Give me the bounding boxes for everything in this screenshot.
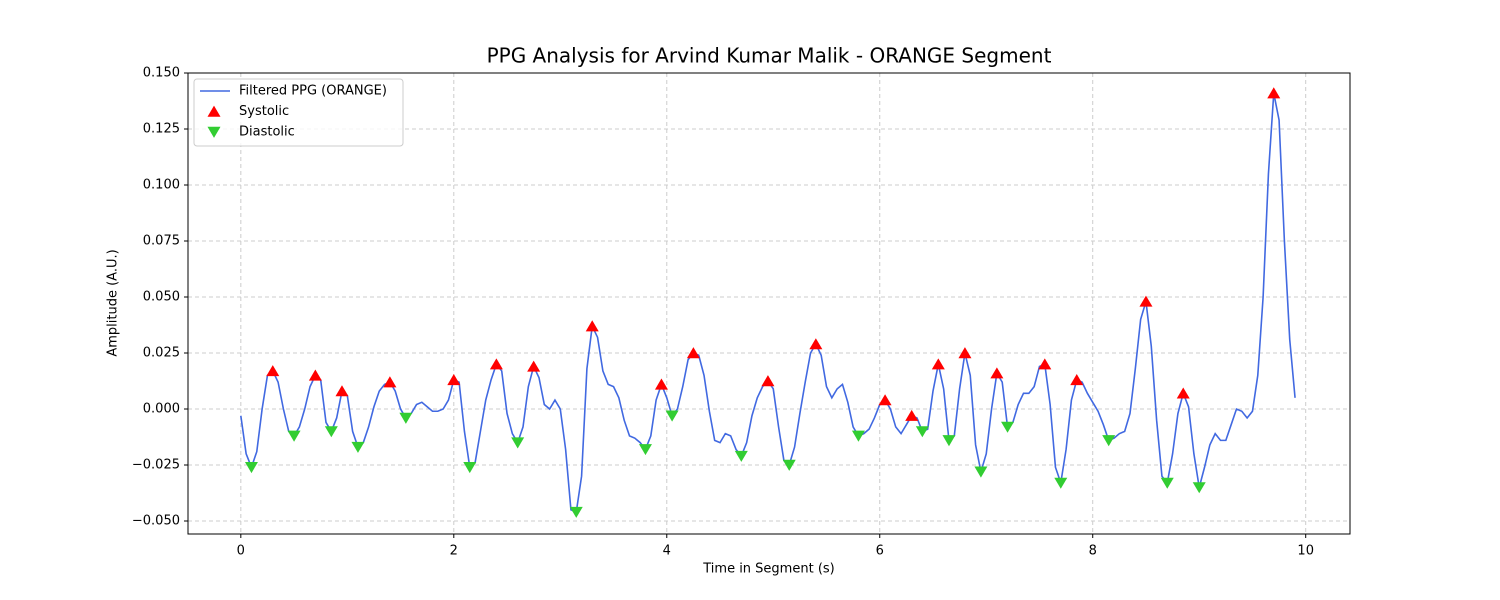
systolic-marker: [1038, 358, 1052, 370]
x-tick-label: 10: [1297, 544, 1314, 559]
systolic-marker: [990, 367, 1004, 379]
systolic-marker: [1176, 387, 1190, 399]
diastolic-marker: [1102, 435, 1116, 447]
x-tick-label: 6: [876, 544, 884, 559]
systolic-marker: [686, 347, 700, 359]
diastolic-marker: [1192, 482, 1206, 494]
legend: Filtered PPG (ORANGE) Systolic Diastolic: [193, 78, 404, 147]
systolic-marker: [1139, 295, 1153, 307]
y-axis-label: Amplitude (A.U.): [106, 249, 121, 356]
y-tick-label: −0.025: [132, 458, 180, 473]
diastolic-marker: [974, 466, 988, 478]
systolic-marker: [1070, 374, 1084, 386]
y-tick-label: 0.025: [143, 346, 180, 361]
systolic-marker: [585, 320, 599, 332]
diastolic-marker: [638, 444, 652, 456]
chart-title: PPG Analysis for Arvind Kumar Malik - OR…: [487, 44, 1052, 68]
y-tick-label: 0.000: [143, 402, 180, 417]
diastolic-marker: [782, 459, 796, 471]
systolic-marker: [958, 347, 972, 359]
systolic-marker: [654, 378, 668, 390]
systolic-marker: [489, 358, 503, 370]
diastolic-marker: [915, 426, 929, 438]
systolic-marker: [905, 409, 919, 421]
x-tick-label: 2: [450, 544, 458, 559]
y-tick-label: 0.100: [143, 178, 180, 193]
diastolic-marker: [569, 506, 583, 518]
plot-area: [240, 87, 1296, 518]
axes-frame: [187, 72, 1351, 535]
systolic-marker: [1267, 87, 1281, 99]
y-tick-label: 0.125: [143, 122, 180, 137]
diastolic-marker: [244, 462, 258, 474]
systolic-marker: [308, 369, 322, 381]
x-tick-label: 4: [663, 544, 671, 559]
x-axis-label: Time in Segment (s): [702, 562, 834, 577]
diastolic-marker: [665, 410, 679, 422]
y-tick-label: 0.050: [143, 290, 180, 305]
x-tick-label: 0: [237, 544, 245, 559]
x-tick-label: 8: [1089, 544, 1097, 559]
systolic-marker: [761, 375, 775, 387]
legend-label: Filtered PPG (ORANGE): [239, 84, 387, 99]
legend-box: [193, 78, 404, 147]
systolic-marker: [383, 376, 397, 388]
systolic-marker: [335, 385, 349, 397]
diastolic-marker: [1160, 477, 1174, 489]
diastolic-marker: [1001, 421, 1015, 433]
diastolic-marker: [734, 450, 748, 462]
y-tick-label: 0.075: [143, 234, 180, 249]
systolic-marker: [527, 360, 541, 372]
legend-label: Diastolic: [239, 125, 295, 140]
diastolic-marker: [351, 441, 365, 453]
systolic-marker: [878, 394, 892, 406]
diastolic-marker: [399, 412, 413, 424]
diastolic-marker: [851, 430, 865, 442]
y-tick-label: −0.050: [132, 514, 180, 529]
diastolic-marker: [287, 430, 301, 442]
legend-label: Systolic: [239, 104, 289, 119]
legend-swatch: [207, 126, 221, 138]
diastolic-marker: [1054, 477, 1068, 489]
systolic-marker: [809, 338, 823, 350]
systolic-marker: [266, 365, 280, 377]
legend-swatch: [207, 105, 221, 117]
y-tick-label: 0.150: [143, 66, 180, 81]
diastolic-marker: [511, 437, 525, 449]
diastolic-marker: [463, 462, 477, 474]
systolic-marker: [447, 374, 461, 386]
systolic-marker: [931, 358, 945, 370]
diastolic-marker: [324, 426, 338, 438]
diastolic-marker: [942, 435, 956, 447]
